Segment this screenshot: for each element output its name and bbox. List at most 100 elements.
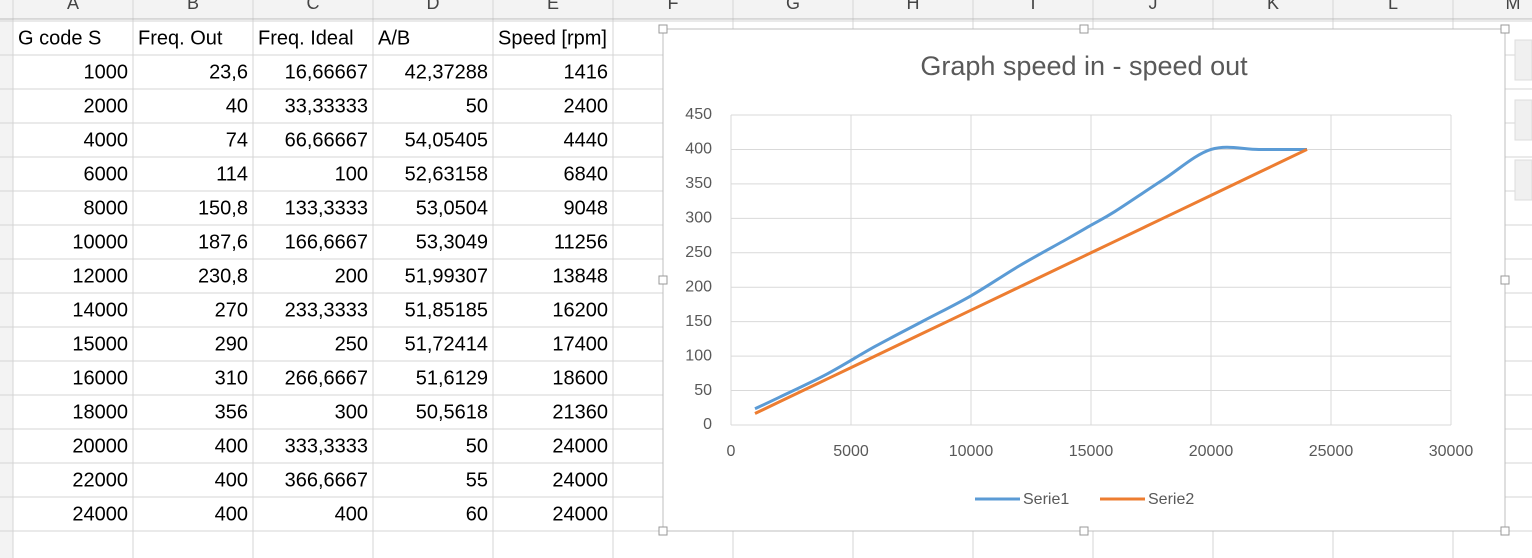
series-line (754, 148, 1308, 415)
y-tick-label: 50 (694, 382, 712, 399)
row-header-bar (0, 0, 13, 558)
legend-label: Serie1 (1023, 491, 1069, 508)
column-letter: D (427, 0, 440, 13)
x-tick-label: 30000 (1429, 443, 1474, 460)
cell: 266,6667 (285, 367, 368, 389)
cell: 50 (466, 435, 488, 457)
x-tick-label: 25000 (1309, 443, 1354, 460)
cell: 51,99307 (405, 265, 488, 287)
cell: 400 (335, 503, 368, 525)
side-button[interactable] (1514, 99, 1532, 141)
cell: 100 (335, 163, 368, 185)
cell: 187,6 (198, 231, 248, 253)
cell: 230,8 (198, 265, 248, 287)
cell: 356 (215, 401, 248, 423)
cell: 17400 (552, 333, 608, 355)
header-cell: Freq. Ideal (258, 27, 354, 49)
y-tick-label: 300 (685, 210, 712, 227)
header-cell: G code S (18, 27, 101, 49)
cell: 400 (215, 469, 248, 491)
column-letter: L (1388, 0, 1398, 13)
cell: 24000 (552, 469, 608, 491)
y-tick-label: 250 (685, 244, 712, 261)
cell: 11256 (554, 231, 608, 253)
cell: 14000 (72, 299, 128, 321)
cell: 52,63158 (405, 163, 488, 185)
cell: 22000 (72, 469, 128, 491)
column-letter: K (1267, 0, 1279, 13)
cell: 53,0504 (416, 197, 488, 219)
cell: 51,72414 (405, 333, 488, 355)
column-letter: C (307, 0, 320, 13)
cell: 233,3333 (285, 299, 368, 321)
column-letter: H (907, 0, 920, 13)
resize-handle[interactable] (1500, 275, 1510, 285)
x-tick-label: 15000 (1069, 443, 1114, 460)
header-cell: Freq. Out (138, 27, 223, 49)
chart[interactable]: Graph speed in - speed out 0 50 100 150 200 2… (658, 24, 1510, 536)
resize-handle[interactable] (658, 24, 668, 34)
resize-handle[interactable] (1079, 24, 1089, 34)
y-tick-label: 200 (685, 278, 712, 295)
cell: 53,3049 (416, 231, 488, 253)
cell: 400 (215, 503, 248, 525)
cell: 114 (216, 163, 248, 185)
header-cell: A/B (378, 27, 410, 49)
cell: 10000 (72, 231, 128, 253)
chart-title: Graph speed in - speed out (920, 51, 1248, 81)
column-letter: M (1506, 0, 1521, 13)
resize-handle[interactable] (1500, 526, 1510, 536)
cell: 2000 (84, 95, 129, 117)
cell: 42,37288 (405, 61, 488, 83)
cell: 15000 (72, 333, 128, 355)
cell: 12000 (72, 265, 128, 287)
header-cell: Speed [rpm] (498, 27, 607, 49)
cell: 40 (226, 95, 248, 117)
cell: 300 (335, 401, 368, 423)
cell: 50,5618 (416, 401, 488, 423)
cell: 166,6667 (285, 231, 368, 253)
y-tick-label: 450 (685, 106, 712, 123)
resize-handle[interactable] (1079, 526, 1089, 536)
cell: 150,8 (198, 197, 248, 219)
cell: 66,66667 (285, 129, 368, 151)
cell: 333,3333 (285, 435, 368, 457)
column-letter: A (67, 0, 79, 13)
column-letter: E (547, 0, 559, 13)
cell: 6000 (84, 163, 129, 185)
resize-handle[interactable] (658, 526, 668, 536)
cell: 16200 (552, 299, 608, 321)
cell: 290 (215, 333, 248, 355)
cell: 366,6667 (285, 469, 368, 491)
cell: 4440 (564, 129, 609, 151)
resize-handle[interactable] (658, 275, 668, 285)
cell: 55 (466, 469, 488, 491)
cell: 250 (335, 333, 368, 355)
cell: 133,3333 (285, 197, 368, 219)
column-letter: B (187, 0, 199, 13)
cell: 18600 (552, 367, 608, 389)
cell: 24000 (552, 435, 608, 457)
cell: 60 (466, 503, 488, 525)
cell: 74 (226, 129, 248, 151)
cell: 21360 (552, 401, 608, 423)
column-letter: I (1030, 0, 1035, 13)
y-tick-label: 0 (703, 416, 712, 433)
cell: 400 (215, 435, 248, 457)
cell: 2400 (564, 95, 609, 117)
cell: 24000 (72, 503, 128, 525)
cell: 20000 (72, 435, 128, 457)
y-tick-label: 150 (685, 313, 712, 330)
cell: 50 (466, 95, 488, 117)
resize-handle[interactable] (1500, 24, 1510, 34)
chart-frame[interactable] (662, 28, 1506, 532)
x-tick-label: 0 (727, 443, 736, 460)
y-tick-label: 400 (685, 141, 712, 158)
x-tick-label: 10000 (949, 443, 994, 460)
side-button[interactable] (1514, 39, 1532, 81)
x-tick-label: 5000 (833, 443, 869, 460)
cell: 6840 (564, 163, 609, 185)
column-letter: G (786, 0, 800, 13)
side-button[interactable] (1514, 159, 1532, 201)
